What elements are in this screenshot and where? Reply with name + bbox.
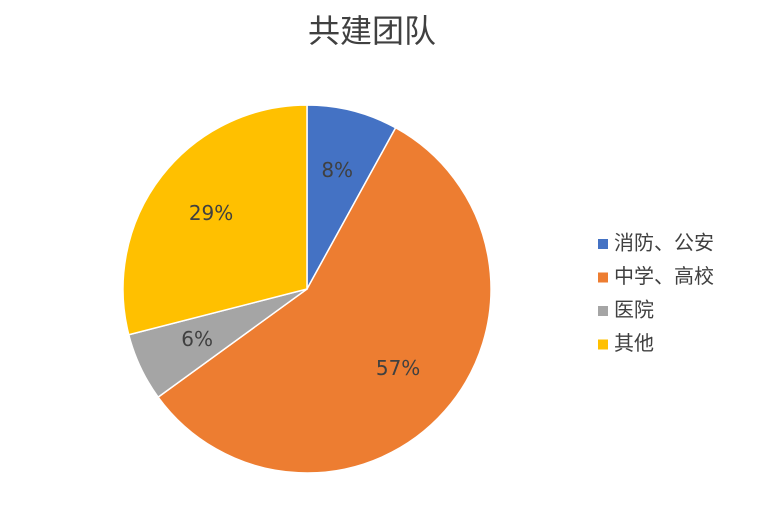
pie-slice (157, 126, 492, 474)
data-label: 8% (321, 158, 353, 182)
pie-slice (122, 104, 308, 336)
legend-label: 其他 (614, 331, 654, 355)
data-label: 6% (181, 327, 213, 351)
legend-swatch (598, 239, 608, 249)
legend-label: 消防、公安 (614, 231, 714, 255)
legend-swatch (598, 272, 608, 283)
data-label: 57% (376, 356, 420, 380)
chart-title: 共建团队 (308, 12, 436, 50)
legend-label: 医院 (614, 298, 654, 322)
legend-label: 中学、高校 (614, 264, 714, 288)
data-label: 29% (189, 201, 233, 225)
pie-slice (306, 104, 397, 290)
legend-swatch (598, 306, 608, 316)
legend-swatch (598, 339, 608, 350)
